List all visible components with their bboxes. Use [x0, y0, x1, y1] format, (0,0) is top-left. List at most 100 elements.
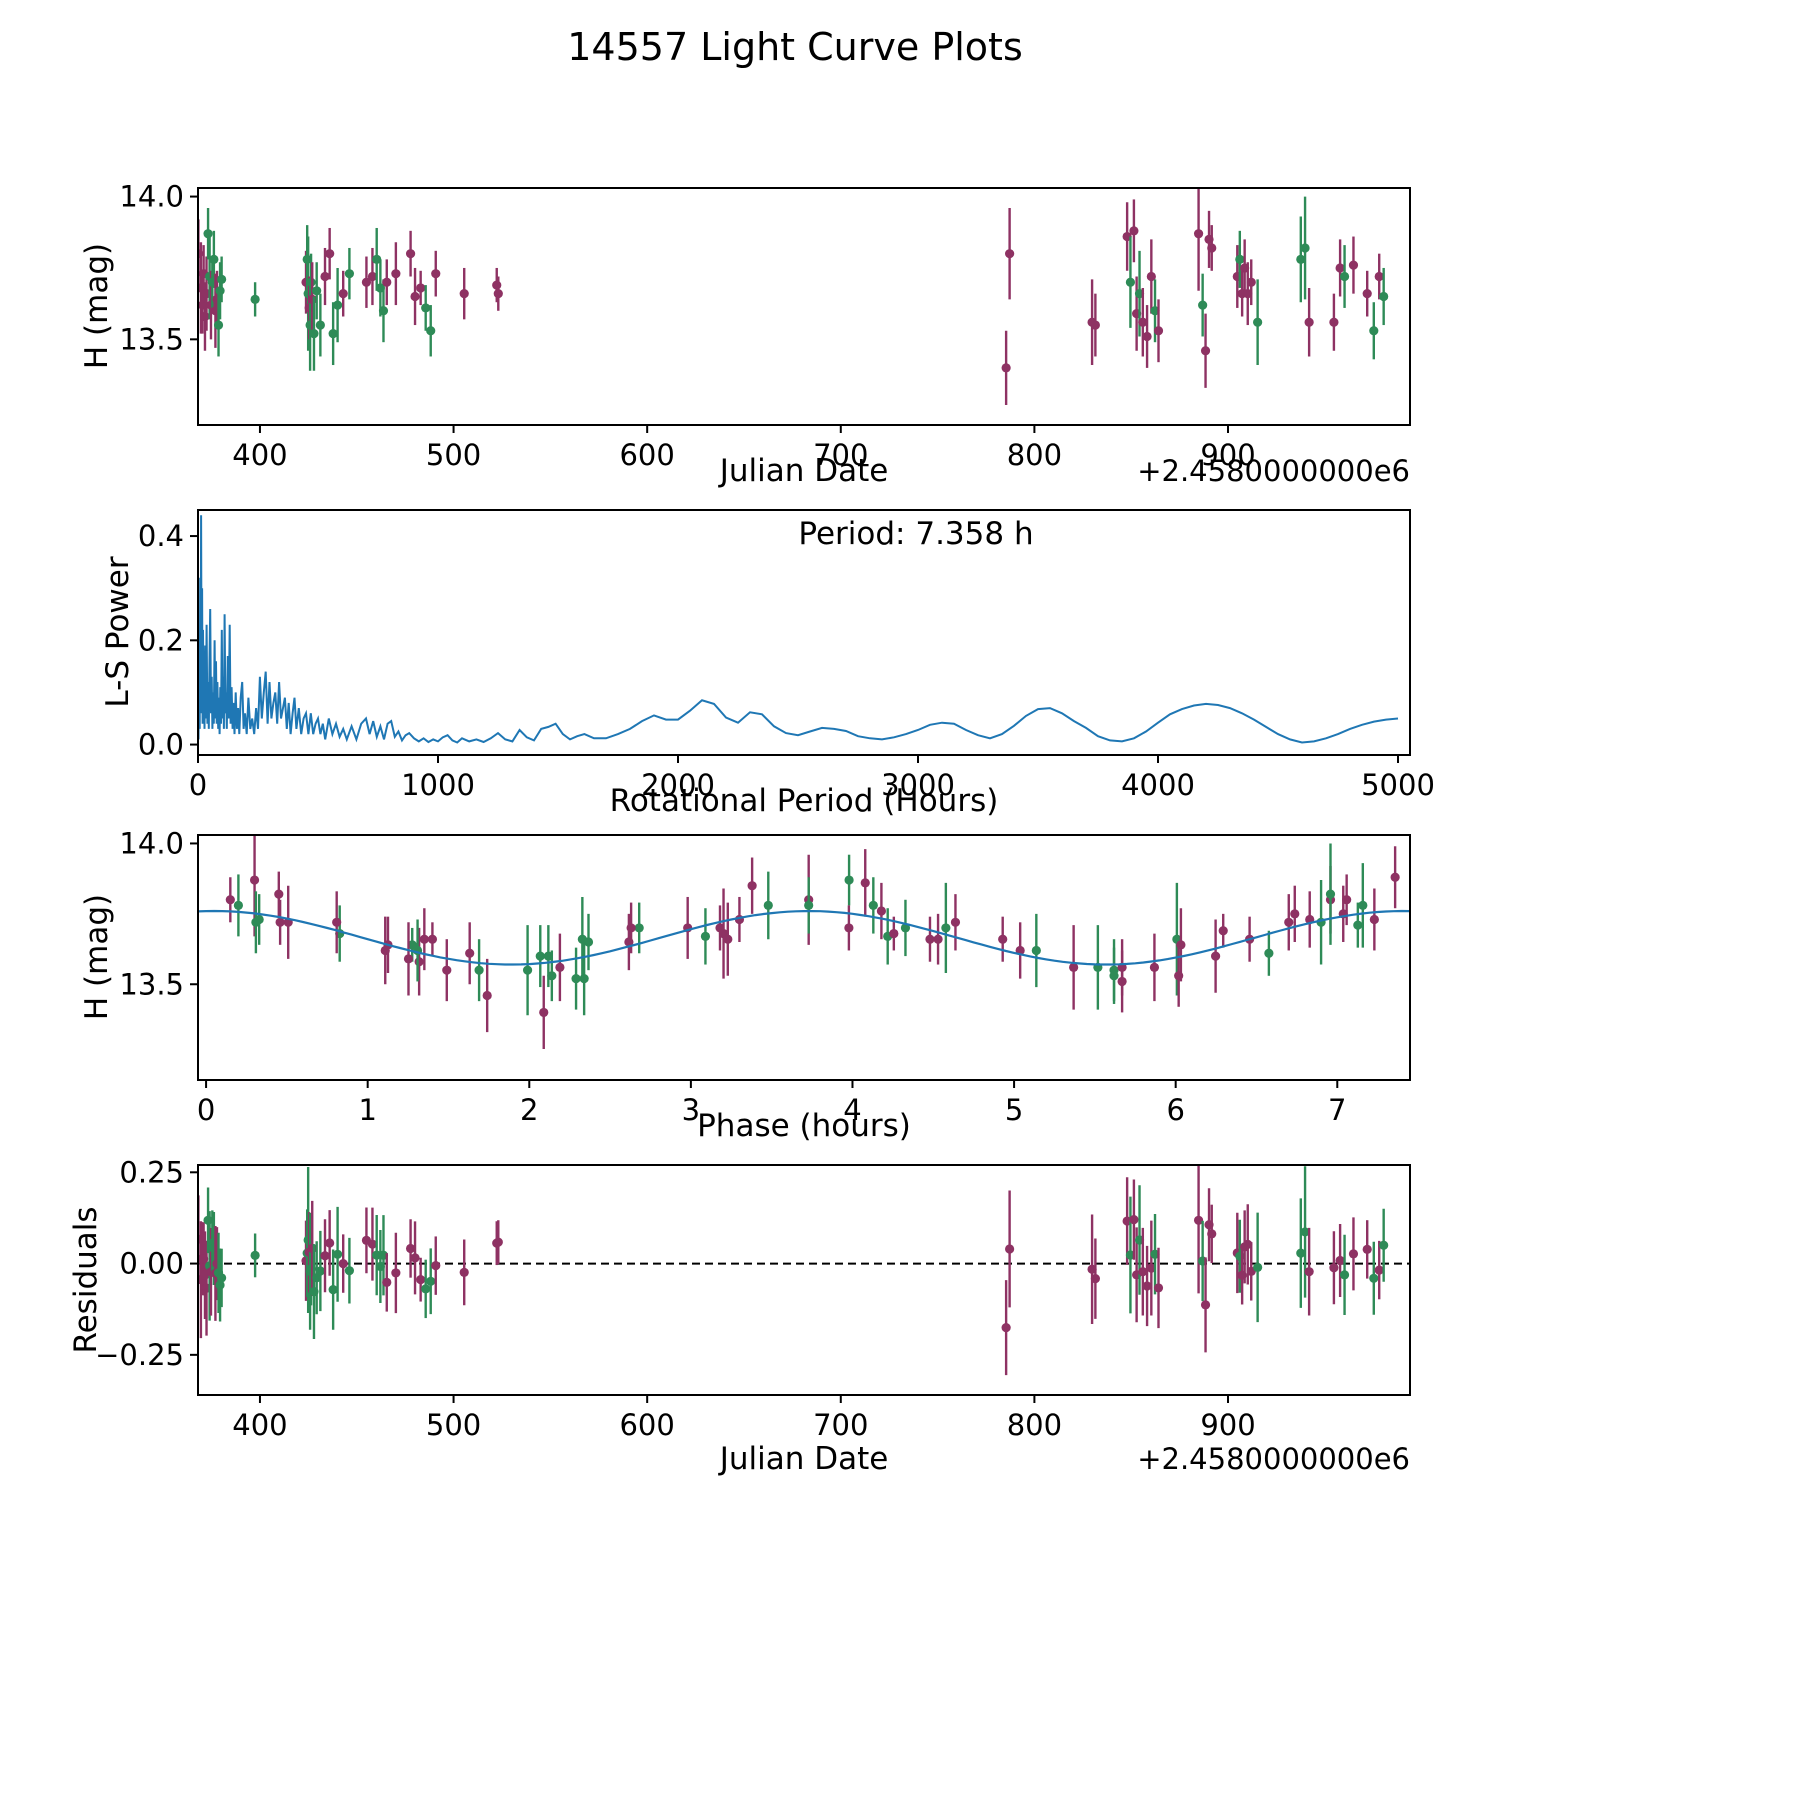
- data-point: [1198, 300, 1208, 310]
- data-point: [332, 1249, 343, 1259]
- data-point: [372, 254, 382, 264]
- x-tick-label: 800: [1007, 438, 1062, 472]
- data-point: [315, 1266, 325, 1276]
- residuals-panel: 400 500 600 700 800 900 0.25 0.00 −0.25: [95, 1155, 1411, 1442]
- data-point: [372, 1250, 382, 1260]
- x-tick-label: 5000: [1361, 768, 1435, 802]
- x-tick-label: 900: [1200, 1408, 1255, 1442]
- data-point: [378, 306, 389, 316]
- data-point: [1200, 346, 1211, 356]
- y-tick-label: 0.00: [119, 1247, 184, 1281]
- data-point: [1109, 971, 1119, 981]
- phase-fit-line: [198, 909, 1410, 966]
- data-point: [876, 906, 887, 916]
- phase-folded-panel: 0 1 2 3 4 5 6 7 14.0 13.5: [119, 826, 1411, 1127]
- data-point: [332, 300, 343, 310]
- data-point: [465, 948, 475, 958]
- data-point: [941, 923, 951, 933]
- data-point: [1374, 271, 1384, 282]
- data-point: [1149, 962, 1160, 972]
- data-point: [315, 320, 325, 330]
- data-point: [715, 923, 725, 933]
- data-point: [925, 934, 935, 944]
- data-point: [1284, 917, 1294, 927]
- data-point: [419, 934, 429, 944]
- data-point: [1339, 271, 1350, 282]
- data-point: [1005, 1244, 1015, 1254]
- data-point: [344, 1266, 355, 1276]
- data-point: [1246, 277, 1256, 287]
- data-point: [275, 917, 285, 927]
- data-point: [1207, 1229, 1217, 1239]
- data-point: [217, 274, 227, 284]
- data-point: [1353, 920, 1363, 930]
- y-tick-label: 0.25: [119, 1155, 184, 1189]
- data-point: [1374, 1265, 1384, 1275]
- x-tick-label: 1000: [401, 768, 475, 802]
- panel1-x-axis-label: Julian Date: [719, 453, 889, 489]
- data-point: [1005, 249, 1015, 259]
- data-point: [431, 269, 441, 279]
- periodogram-axes: 0 1000 2000 3000 4000 5000 0.0 0.2 0.4: [138, 509, 1435, 802]
- data-point: [1129, 1215, 1139, 1225]
- residuals-axes: 400 500 600 700 800 900 0.25 0.00 −0.25: [95, 1155, 1411, 1442]
- data-point: [459, 1267, 469, 1278]
- data-point: [416, 283, 426, 293]
- data-point: [1001, 1323, 1011, 1333]
- data-point: [535, 951, 545, 961]
- data-point: [217, 1273, 227, 1283]
- data-point: [338, 289, 348, 299]
- x-tick-label: 700: [813, 1408, 868, 1442]
- data-point: [1218, 926, 1228, 936]
- x-tick-label: 400: [232, 438, 287, 472]
- data-point: [1290, 909, 1300, 919]
- page-title: 14557 Light Curve Plots: [567, 25, 1023, 69]
- x-tick-label: 3000: [881, 768, 955, 802]
- data-point: [1211, 951, 1221, 961]
- periodogram-line: [198, 515, 1399, 744]
- data-point: [1146, 271, 1156, 282]
- data-point: [200, 311, 210, 322]
- data-point: [1369, 1273, 1379, 1283]
- data-point: [1300, 1227, 1310, 1237]
- y-tick-label: 13.5: [119, 967, 184, 1001]
- data-point: [1129, 226, 1139, 236]
- data-point: [1296, 1248, 1306, 1258]
- data-point: [493, 289, 503, 299]
- data-point: [251, 917, 261, 927]
- data-point: [1138, 1267, 1148, 1277]
- data-point: [250, 294, 260, 304]
- data-point: [410, 291, 420, 302]
- data-point: [539, 1007, 549, 1018]
- x-tick-label: 6: [1166, 1093, 1184, 1127]
- data-point: [320, 271, 330, 282]
- data-point: [844, 923, 854, 933]
- y-tick-label: 0.0: [138, 728, 184, 762]
- data-point: [950, 917, 961, 927]
- data-point: [421, 1284, 431, 1294]
- data-point: [1362, 1244, 1372, 1254]
- data-point: [391, 1268, 401, 1278]
- light-curve-points: [198, 188, 1389, 406]
- data-point: [747, 881, 757, 891]
- x-tick-label: 4: [843, 1093, 861, 1127]
- x-tick-label: 0: [197, 1093, 215, 1127]
- data-point: [868, 900, 878, 911]
- phase-folded-points: [225, 835, 1400, 1050]
- x-tick-label: 5: [1005, 1093, 1023, 1127]
- data-point: [1001, 363, 1011, 373]
- phase-folded-axes: 0 1 2 3 4 5 6 7 14.0 13.5: [119, 826, 1411, 1127]
- data-point: [1090, 1274, 1100, 1284]
- data-point: [320, 1251, 330, 1261]
- panel1-y-axis-label: H (mag): [79, 242, 115, 370]
- data-point: [1369, 914, 1379, 925]
- data-point: [571, 974, 581, 984]
- y-tick-label: −0.25: [95, 1338, 184, 1372]
- x-tick-label: 800: [1007, 1408, 1062, 1442]
- data-point: [274, 889, 284, 899]
- data-point: [213, 320, 224, 330]
- data-point: [414, 957, 424, 967]
- data-point: [1142, 331, 1152, 342]
- x-tick-label: 0: [189, 768, 207, 802]
